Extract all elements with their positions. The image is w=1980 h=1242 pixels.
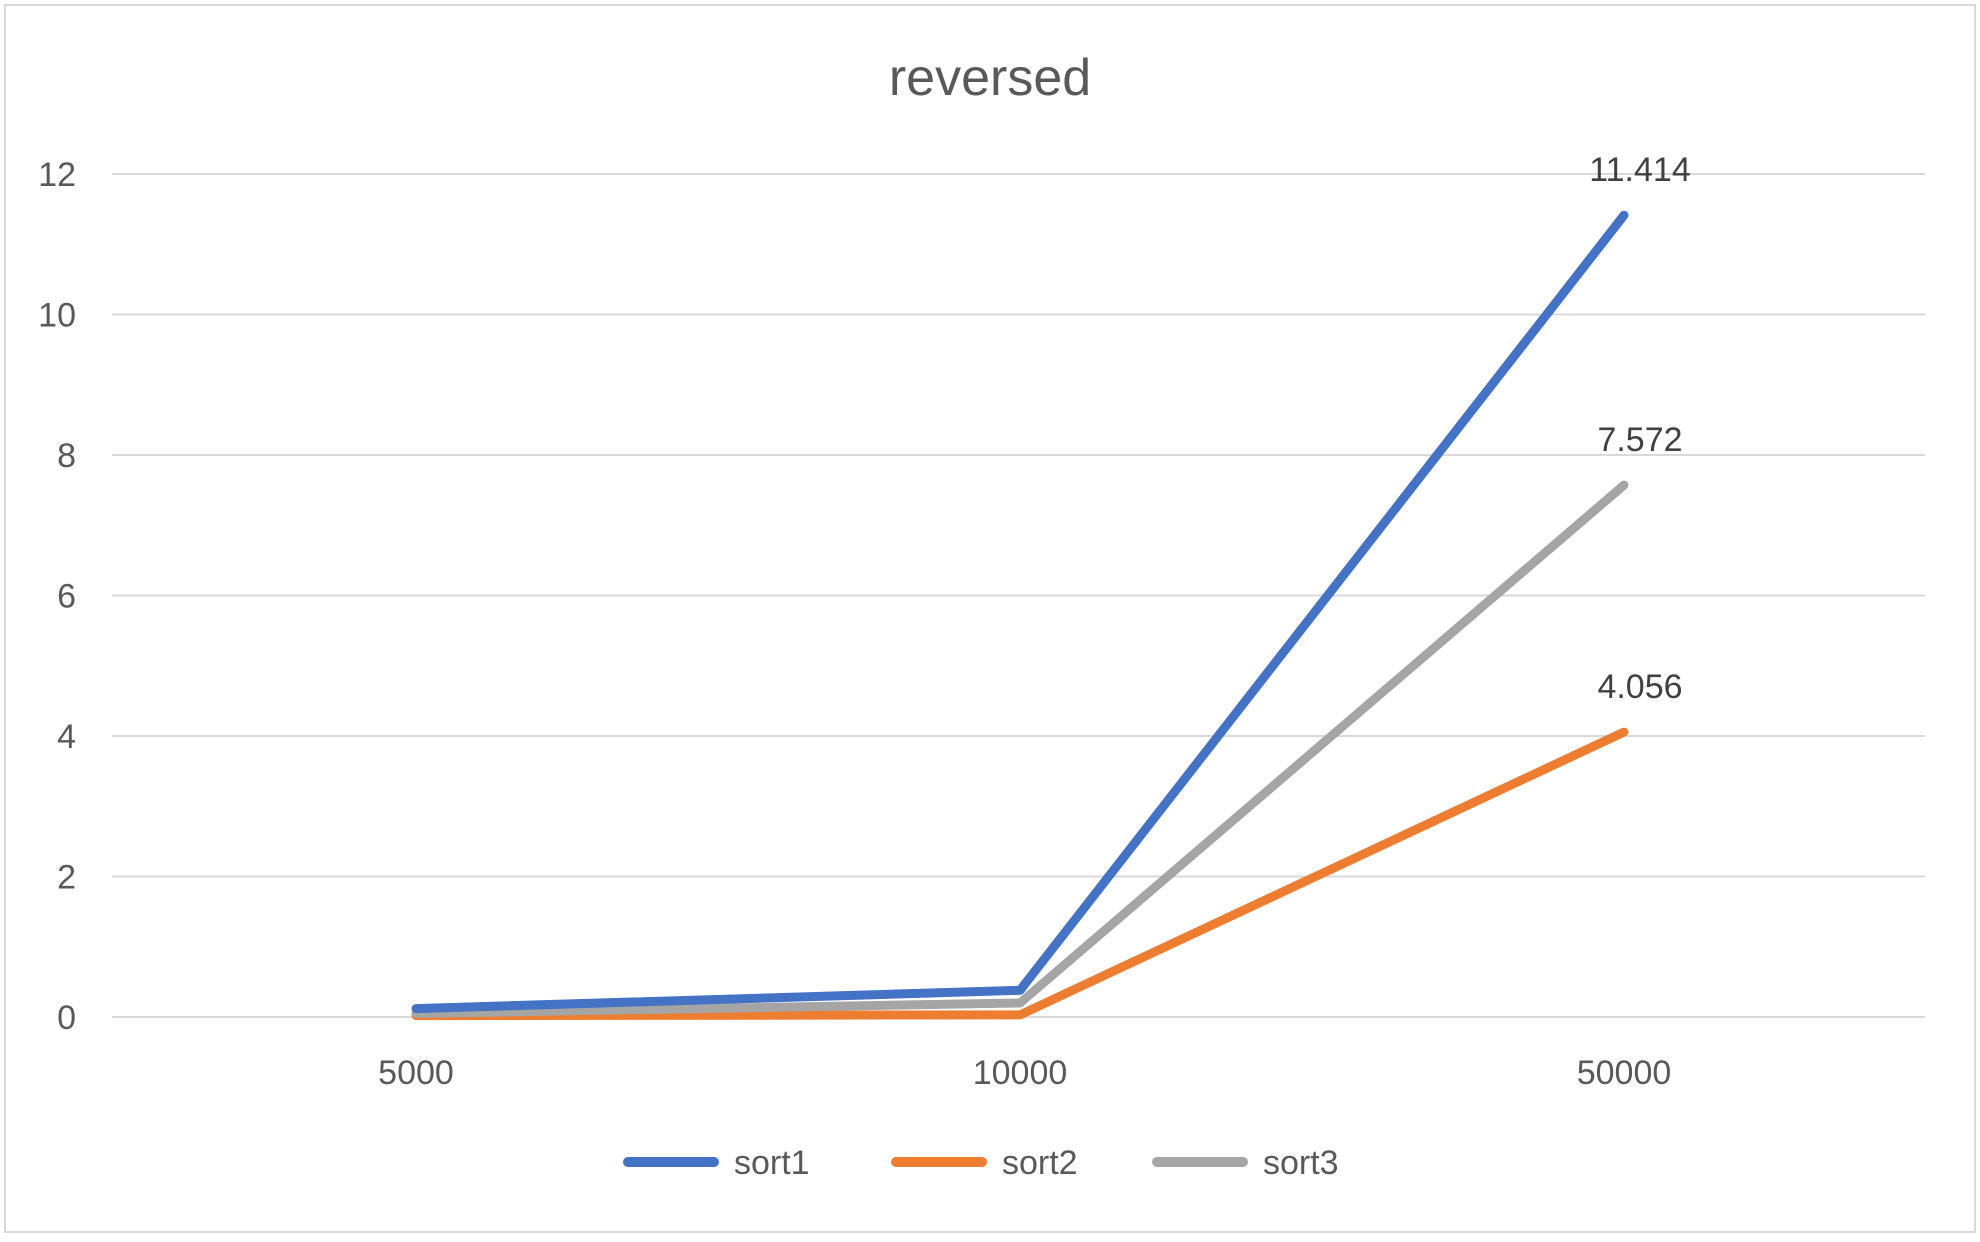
chart-border	[4, 4, 1976, 1233]
data-label-sort1: 11.414	[1589, 151, 1690, 189]
y-tick-label: 8	[57, 437, 76, 475]
x-tick-label: 5000	[378, 1054, 454, 1092]
y-tick-label: 2	[57, 859, 76, 897]
y-tick-label: 12	[38, 156, 76, 194]
x-tick-label: 50000	[1577, 1054, 1672, 1092]
series-line-sort2	[411, 727, 1629, 1021]
legend: sort1 sort2 sort3	[623, 1144, 1339, 1182]
series-line-sort3	[411, 480, 1629, 1018]
x-tick-label: 10000	[973, 1054, 1068, 1092]
legend-label-sort2: sort2	[1002, 1144, 1078, 1182]
data-labels: 11.414 7.572 4.056	[1589, 151, 1690, 706]
series-line-sort1	[411, 210, 1629, 1014]
y-axis-tick-labels: 0 2 4 6 8 10 12	[38, 156, 76, 1037]
legend-label-sort3: sort3	[1263, 1144, 1339, 1182]
y-tick-label: 10	[38, 297, 76, 335]
series-lines	[411, 210, 1629, 1021]
x-axis-tick-labels: 5000 10000 50000	[378, 1054, 1671, 1092]
y-tick-label: 4	[57, 718, 76, 756]
chart-title: reversed	[889, 49, 1091, 107]
legend-label-sort1: sort1	[734, 1144, 810, 1182]
data-label-sort2: 4.056	[1597, 668, 1682, 706]
data-label-sort3: 7.572	[1597, 421, 1682, 459]
y-tick-label: 6	[57, 578, 76, 616]
y-tick-label: 0	[57, 999, 76, 1037]
